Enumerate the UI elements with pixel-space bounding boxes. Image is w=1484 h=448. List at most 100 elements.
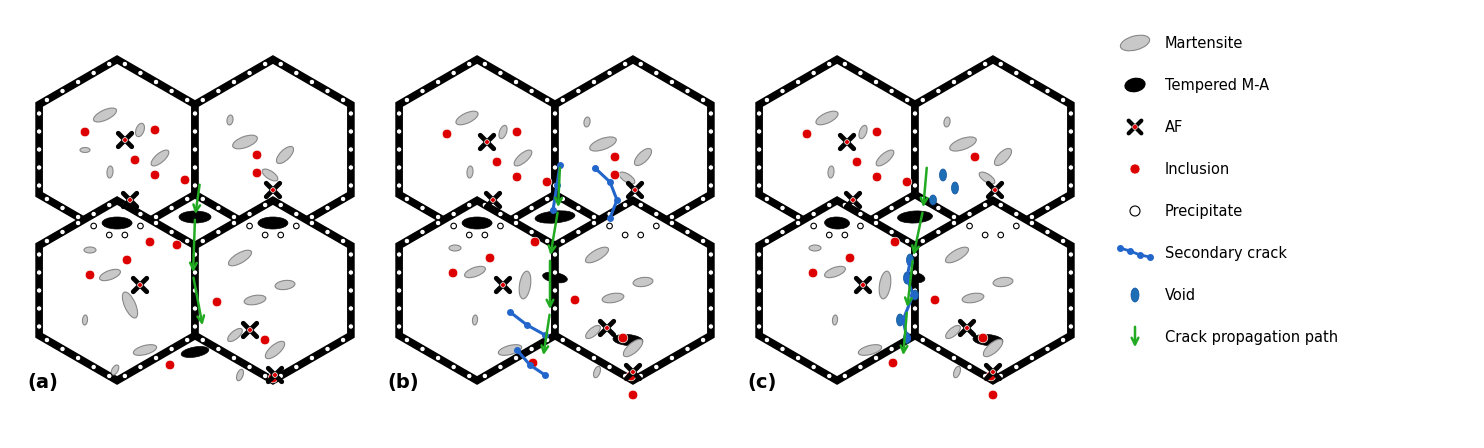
Circle shape <box>1129 206 1140 216</box>
Circle shape <box>150 170 160 180</box>
Circle shape <box>278 61 283 67</box>
Ellipse shape <box>586 247 608 263</box>
Circle shape <box>873 214 879 220</box>
Circle shape <box>273 373 278 377</box>
Circle shape <box>485 140 490 144</box>
Circle shape <box>841 61 847 67</box>
Circle shape <box>993 188 997 192</box>
Circle shape <box>545 337 551 343</box>
Circle shape <box>193 183 197 188</box>
Circle shape <box>873 355 879 361</box>
Circle shape <box>779 229 785 235</box>
Ellipse shape <box>467 166 473 178</box>
Circle shape <box>576 346 582 352</box>
Circle shape <box>913 306 917 311</box>
Circle shape <box>982 61 988 67</box>
Circle shape <box>340 337 346 343</box>
Circle shape <box>215 88 221 94</box>
Ellipse shape <box>543 272 567 283</box>
Circle shape <box>451 223 457 229</box>
Ellipse shape <box>513 150 531 166</box>
Circle shape <box>810 70 816 76</box>
Circle shape <box>552 183 558 188</box>
Polygon shape <box>194 201 350 380</box>
Circle shape <box>396 183 402 188</box>
Circle shape <box>215 346 221 352</box>
Circle shape <box>215 229 221 235</box>
Circle shape <box>607 364 613 370</box>
Circle shape <box>309 355 315 361</box>
Circle shape <box>193 252 197 257</box>
Circle shape <box>873 127 881 137</box>
Ellipse shape <box>833 315 837 325</box>
Circle shape <box>193 146 197 152</box>
Circle shape <box>184 97 190 103</box>
Polygon shape <box>555 60 711 240</box>
Circle shape <box>889 88 895 94</box>
Circle shape <box>669 355 675 361</box>
Circle shape <box>935 346 941 352</box>
Ellipse shape <box>180 211 211 223</box>
Circle shape <box>36 288 42 293</box>
Circle shape <box>122 232 128 238</box>
Circle shape <box>193 183 197 188</box>
Ellipse shape <box>227 115 233 125</box>
Circle shape <box>193 129 197 134</box>
Circle shape <box>451 211 457 217</box>
Circle shape <box>542 177 552 187</box>
Circle shape <box>153 355 159 361</box>
Circle shape <box>1045 346 1051 352</box>
Circle shape <box>757 183 761 188</box>
Circle shape <box>982 373 988 379</box>
Circle shape <box>913 252 917 257</box>
Circle shape <box>913 129 917 134</box>
Circle shape <box>59 346 65 352</box>
Circle shape <box>610 170 620 180</box>
Text: Precipitate: Precipitate <box>1165 203 1244 219</box>
Circle shape <box>902 177 911 187</box>
Ellipse shape <box>858 345 881 355</box>
Circle shape <box>559 97 565 103</box>
Circle shape <box>482 202 488 208</box>
Ellipse shape <box>85 247 96 253</box>
Circle shape <box>80 127 91 137</box>
Ellipse shape <box>634 277 653 287</box>
Circle shape <box>978 333 988 343</box>
Ellipse shape <box>80 147 91 152</box>
Circle shape <box>552 306 558 311</box>
Circle shape <box>632 188 637 192</box>
Circle shape <box>263 202 269 208</box>
Circle shape <box>451 364 457 370</box>
Circle shape <box>435 220 441 226</box>
Circle shape <box>442 129 451 139</box>
Circle shape <box>1068 306 1074 311</box>
Circle shape <box>466 202 472 208</box>
Circle shape <box>827 232 833 238</box>
Circle shape <box>552 324 558 329</box>
Circle shape <box>904 337 910 343</box>
Circle shape <box>91 70 96 76</box>
Circle shape <box>325 205 331 211</box>
Circle shape <box>91 364 96 370</box>
Circle shape <box>708 183 714 188</box>
Circle shape <box>951 355 957 361</box>
Circle shape <box>552 129 558 134</box>
Ellipse shape <box>911 290 919 300</box>
Circle shape <box>184 196 190 202</box>
Circle shape <box>270 188 276 192</box>
Circle shape <box>552 165 558 170</box>
Ellipse shape <box>107 166 113 178</box>
Circle shape <box>294 223 300 229</box>
Circle shape <box>559 337 565 343</box>
Circle shape <box>420 88 426 94</box>
Circle shape <box>764 196 770 202</box>
Text: Inclusion: Inclusion <box>1165 161 1230 177</box>
Circle shape <box>982 232 988 238</box>
Circle shape <box>349 288 353 293</box>
Circle shape <box>76 220 82 226</box>
Ellipse shape <box>233 135 257 149</box>
Circle shape <box>138 70 144 76</box>
Circle shape <box>193 146 197 152</box>
Circle shape <box>1045 88 1051 94</box>
Circle shape <box>684 346 690 352</box>
